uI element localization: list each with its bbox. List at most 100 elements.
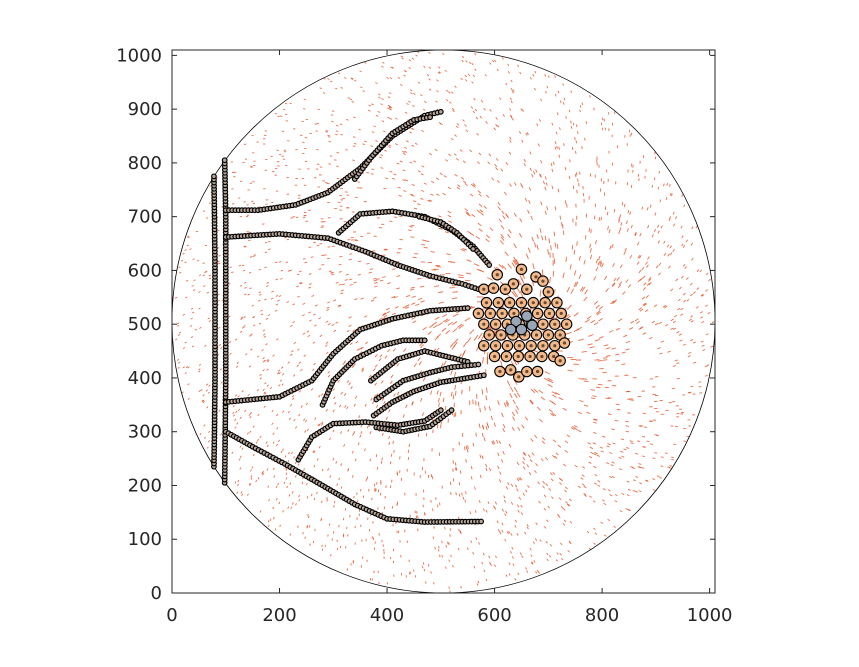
field-vector: [608, 229, 611, 234]
field-vector: [492, 59, 495, 63]
field-vector: [534, 87, 536, 91]
field-vector: [460, 77, 463, 81]
field-vector: [203, 424, 206, 427]
field-vector: [581, 102, 584, 106]
field-vector: [588, 547, 591, 550]
field-vector: [316, 458, 319, 461]
field-vector: [234, 426, 237, 429]
field-vector: [498, 263, 504, 269]
field-vector: [208, 277, 212, 280]
field-vector: [669, 192, 672, 196]
field-vector: [464, 74, 467, 78]
field-vector: [266, 384, 269, 387]
field-vector: [411, 184, 415, 187]
field-vector: [335, 130, 339, 132]
field-vector: [556, 552, 559, 555]
field-vector: [598, 255, 601, 261]
field-vector: [308, 283, 312, 285]
field-vector: [369, 431, 372, 435]
field-vector: [513, 387, 518, 393]
field-vector: [321, 500, 323, 504]
field-vector: [349, 342, 353, 346]
field-vector: [405, 294, 411, 298]
field-vector: [260, 309, 263, 312]
field-vector: [507, 71, 510, 74]
field-vector: [250, 475, 253, 478]
field-vector: [573, 425, 578, 428]
field-vector: [249, 416, 252, 419]
field-vector: [343, 360, 347, 364]
field-vector: [545, 457, 549, 461]
field-vector: [604, 275, 608, 281]
field-vector: [560, 506, 564, 509]
field-vector: [352, 433, 355, 436]
strand-marker: [464, 305, 471, 311]
field-vector: [657, 347, 661, 350]
field-vector: [290, 506, 293, 510]
field-vector: [436, 193, 440, 196]
field-vector: [265, 317, 269, 320]
field-vector: [422, 377, 426, 382]
field-vector: [385, 416, 388, 420]
field-vector: [321, 423, 324, 426]
field-vector: [237, 408, 241, 412]
field-vector: [497, 201, 501, 206]
field-vector: [332, 457, 335, 461]
x-tick-label: 1000: [687, 605, 733, 626]
field-vector: [449, 534, 451, 537]
field-vector: [680, 307, 684, 311]
field-vector: [669, 183, 671, 187]
cluster-particle-center: [553, 344, 557, 348]
field-vector: [292, 502, 294, 505]
field-vector: [340, 292, 344, 295]
field-vector: [564, 167, 567, 171]
field-vector: [626, 480, 630, 483]
field-vector: [544, 235, 547, 241]
field-vector: [323, 77, 326, 80]
field-vector: [605, 355, 611, 357]
field-vector: [508, 151, 512, 155]
field-vector: [488, 555, 491, 559]
field-vector: [550, 478, 554, 482]
field-vector: [529, 77, 532, 80]
field-vector: [358, 128, 361, 131]
field-vector: [637, 466, 641, 468]
field-vector: [366, 171, 370, 174]
field-vector: [349, 278, 353, 281]
field-vector: [343, 444, 346, 447]
field-vector: [690, 339, 694, 342]
field-vector: [562, 507, 566, 511]
field-vector: [417, 278, 422, 280]
field-vector: [333, 505, 335, 508]
field-vector: [276, 338, 279, 341]
field-vector: [450, 492, 452, 496]
field-vector: [696, 269, 700, 272]
field-vector: [192, 311, 195, 314]
field-vector: [538, 119, 541, 122]
field-vector: [189, 325, 193, 328]
field-vector: [360, 424, 363, 428]
field-vector: [234, 481, 237, 484]
field-vector: [678, 286, 682, 290]
field-vector: [200, 388, 203, 391]
field-vector: [335, 281, 339, 284]
field-vector: [575, 172, 578, 176]
field-vector: [408, 229, 412, 232]
field-vector: [198, 363, 202, 366]
field-vector: [368, 104, 371, 107]
field-vector: [518, 233, 523, 238]
field-vector: [641, 455, 645, 458]
field-vector: [621, 455, 625, 458]
field-vector: [427, 199, 431, 203]
field-vector: [327, 134, 330, 137]
field-vector: [187, 235, 190, 237]
cluster-particle-center: [508, 301, 512, 305]
field-vector: [577, 485, 581, 489]
field-vector: [249, 334, 252, 337]
field-vector: [234, 418, 237, 421]
field-vector: [338, 477, 340, 481]
cluster-particle-center: [488, 311, 492, 316]
field-vector: [470, 540, 473, 544]
field-vector: [599, 260, 602, 265]
field-vector: [346, 329, 350, 333]
